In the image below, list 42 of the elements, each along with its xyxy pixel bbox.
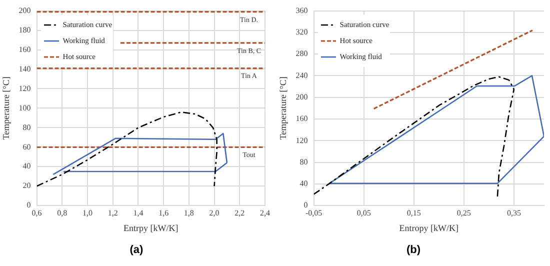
text: (b) (405, 244, 422, 256)
y-tick-label: 240 (296, 70, 308, 80)
y-tick-label: 120 (296, 136, 308, 145)
y-tick-label: 60 (22, 142, 31, 152)
x-tick-label: 0,6 (32, 208, 42, 218)
x-tick-label: 0,25 (456, 208, 471, 218)
x-tick-label: 0,8 (57, 208, 68, 218)
y-tick-label: 360 (296, 6, 308, 15)
x-tick-label: 1,8 (184, 208, 194, 218)
x-axis-title: Entrpy [kW/K] (124, 222, 178, 233)
y-tick-label: 40 (300, 179, 308, 188)
y-tick-label: 280 (296, 49, 308, 58)
y-tick-label: 320 (296, 28, 308, 37)
x-tick-label: 2,0 (209, 208, 220, 218)
y-tick-label: 180 (18, 25, 31, 34)
y-tick-label: 160 (18, 44, 31, 54)
x-tick-label: 0,05 (356, 208, 371, 218)
y-tick-label: 140 (18, 64, 31, 74)
x-tick-label: 1,4 (133, 208, 144, 218)
y-tick-label: 40 (22, 162, 31, 171)
x-tick-label: 1,2 (108, 208, 118, 218)
text: (a) (128, 244, 144, 256)
x-tick-label: 1,6 (158, 208, 169, 218)
y-tick-label: 80 (22, 122, 31, 132)
x-tick-label: 2,2 (234, 208, 245, 218)
x-axis-title: Entropy [kW/K] (399, 222, 459, 233)
y-tick-label: 200 (18, 6, 31, 15)
y-tick-label: 20 (22, 181, 31, 190)
y-tick-label: 80 (300, 157, 308, 166)
y-axis-title: Temperature [°C] (278, 76, 288, 140)
y-tick-label: 160 (296, 114, 308, 124)
x-tick-label: 2,4 (260, 208, 270, 218)
y-tick-label: 100 (18, 103, 31, 112)
x-tick-label: 1,0 (82, 208, 93, 218)
y-tick-label: 0 (304, 200, 308, 210)
x-tick-label: 0,15 (406, 208, 421, 218)
y-tick-label: 200 (296, 92, 308, 102)
x-tick-label: 0,35 (506, 208, 521, 218)
y-tick-label: 0 (26, 200, 31, 210)
y-tick-label: 120 (18, 84, 31, 93)
x-tick-label: -0,05 (305, 208, 322, 218)
y-axis-title: Temperature [°C] (0, 76, 11, 140)
